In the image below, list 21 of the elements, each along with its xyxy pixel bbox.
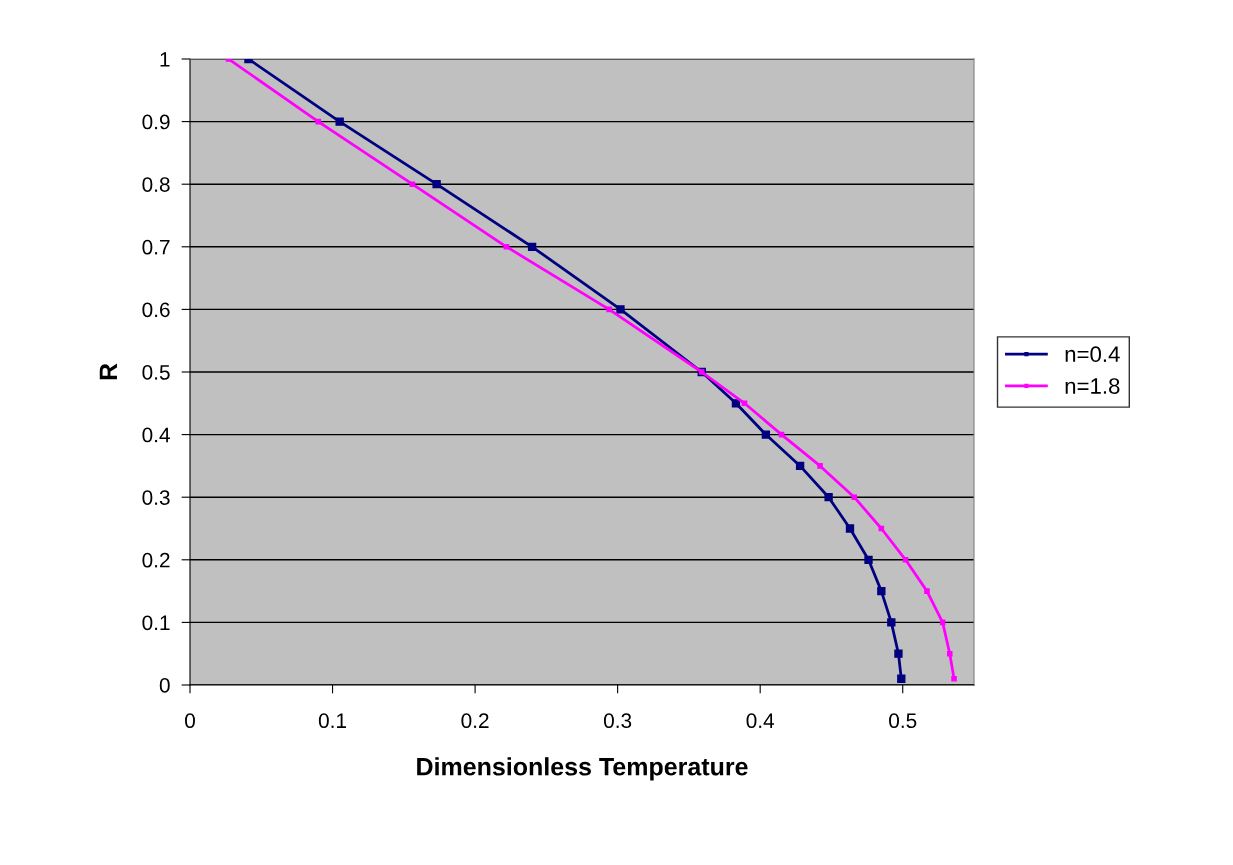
y-tick-label: 0.2 bbox=[142, 552, 170, 568]
y-tick-label: 0.8 bbox=[142, 177, 170, 192]
x-tick-label: 0.3 bbox=[603, 713, 632, 729]
y-tick-label: 0.9 bbox=[142, 114, 170, 130]
y-tick-label: 0.6 bbox=[142, 302, 170, 318]
y-tick-label: 0.3 bbox=[142, 490, 170, 505]
y-tick-label: 1 bbox=[160, 52, 170, 67]
x-tick-label: 0.2 bbox=[461, 713, 489, 729]
y-tick-label: 0.5 bbox=[142, 365, 170, 380]
y-tick-label: 0.7 bbox=[142, 239, 170, 255]
y-axis-title: R bbox=[99, 363, 117, 380]
legend-label: n=1.8 bbox=[1065, 378, 1120, 394]
x-tick-label: 0.5 bbox=[889, 713, 917, 729]
x-tick-label: 0.1 bbox=[318, 713, 347, 729]
legend-label: n=0.4 bbox=[1065, 346, 1120, 363]
y-tick-label: 0 bbox=[159, 678, 170, 693]
x-tick-label: 0 bbox=[185, 713, 195, 729]
x-axis-title: Dimensionless Temperature bbox=[417, 757, 748, 781]
x-tick-label: 0.4 bbox=[746, 713, 775, 729]
y-tick-label: 0.4 bbox=[142, 427, 170, 443]
y-tick-label: 0.1 bbox=[142, 615, 170, 631]
